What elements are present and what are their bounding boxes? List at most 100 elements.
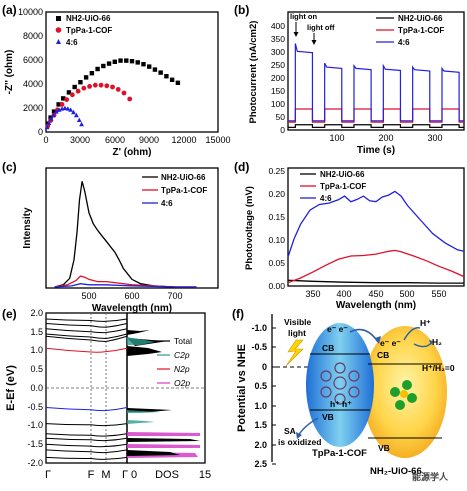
cluster-node	[395, 400, 405, 410]
nyquist-point	[95, 66, 100, 72]
nyquist-point	[115, 87, 121, 92]
panel-d-legend: NH2-UiO-66 TpPa-1-COF 4:6	[300, 170, 366, 203]
panel-e-yticks: 2.0 1.5 1.0 0.5 0.0 -0.5 -1.0 -1.5 -2.0	[27, 308, 43, 468]
legend-square-marker	[56, 16, 61, 21]
panel-b-label: (b)	[234, 3, 249, 17]
panel-f-ytick: 0.5	[254, 381, 267, 391]
photocurrent-line	[288, 108, 464, 123]
nyquist-point	[118, 58, 123, 63]
light-off-annotation: light off	[307, 23, 335, 32]
panel-b: (b) 0 50 100 150 200 250 300 350 400 100…	[234, 3, 465, 156]
kpoint-label: F	[88, 469, 95, 481]
nyquist-point	[79, 121, 84, 127]
holes-label: h⁺ h⁺	[330, 399, 352, 409]
nyquist-point	[53, 109, 59, 114]
nyquist-point	[56, 102, 61, 107]
panel-b-xtick: 200	[378, 133, 393, 143]
dos-xtick: 0	[131, 469, 137, 481]
h-couple-label: H⁺/H₂=0	[422, 363, 455, 373]
panel-d-legend-item: 4:6	[320, 194, 332, 203]
panel-c-ylabel: Intensity	[22, 207, 33, 249]
framework-ring	[333, 376, 347, 390]
panel-c-xlabel: Wavelength (nm)	[92, 303, 172, 314]
panel-e-ytick: 0.0	[30, 383, 43, 393]
nyquist-point	[75, 88, 81, 94]
panel-e-ytick: -0.5	[27, 402, 43, 412]
panel-a-frame	[45, 11, 219, 133]
panel-d-yticks: 0.00 0.05 0.10 0.15 0.20 0.25	[268, 166, 285, 291]
nyquist-point	[169, 77, 175, 82]
panel-d-ytick: 0.15	[268, 212, 285, 222]
panel-e-ytick: -1.5	[27, 439, 43, 449]
band-line	[45, 456, 128, 460]
panel-a-xlabel: Z' (ohm)	[112, 147, 151, 158]
electron-transfer-arrowhead	[375, 336, 381, 344]
panel-f-tickmarks	[272, 327, 276, 465]
panel-d-ytick: 0.10	[268, 235, 285, 245]
cof-cb-label: CB	[322, 343, 334, 353]
cluster-node	[402, 380, 412, 390]
band-line	[45, 449, 128, 454]
photovoltage-line	[287, 279, 464, 284]
panel-b-ylabel: Photocurrent (nA/cm2)	[248, 21, 259, 124]
panel-a-marks	[44, 58, 181, 130]
band-line	[45, 443, 128, 448]
dos-peak-o2p	[127, 444, 200, 448]
h2-arrowhead	[429, 340, 433, 345]
h2-label: H₂	[432, 337, 442, 347]
panel-d-ylabel: Photovoltage (mV)	[244, 186, 255, 270]
panel-e: (e) 2.0 1.5 1.0 0.5 0.0 -0.5 -1.0 -1.5 -…	[2, 307, 211, 481]
panel-a-xtick: 3000	[70, 135, 90, 145]
cluster-node	[390, 387, 400, 397]
panel-d-xtick: 500	[399, 289, 414, 299]
h-plus-label: H⁺	[420, 318, 431, 328]
uio-cb-label: CB	[377, 350, 389, 360]
band-line	[45, 423, 128, 427]
nyquist-point	[81, 85, 87, 91]
cof-electrons: e⁻ e⁻	[327, 324, 348, 334]
nyquist-point	[158, 70, 163, 75]
nyquist-point	[64, 97, 70, 102]
visible-light-label: Visible	[284, 317, 312, 327]
panel-b-ytick: 150	[271, 86, 285, 96]
panel-a-yticks: 0 2000 4000 6000 8000 10000	[18, 7, 43, 137]
nyquist-point	[59, 102, 65, 107]
uio-cluster-icon	[390, 380, 417, 410]
nyquist-point	[61, 96, 66, 101]
panel-f-ytick: 0	[262, 362, 267, 372]
panel-b-ytick: 200	[271, 73, 285, 83]
panel-f-ylabel: Potential vs NHE	[236, 344, 248, 432]
panel-b-legend: NH2-UiO-66 TpPa-1-COF 4:6	[376, 14, 444, 47]
photovoltage-line	[287, 249, 465, 284]
band-line	[45, 407, 128, 412]
dos-peak-total	[127, 346, 162, 356]
panel-d-marks	[287, 190, 465, 284]
band-line	[45, 437, 128, 442]
cof-vb-label: VB	[322, 412, 334, 422]
panel-c-frame	[45, 167, 219, 289]
panel-a-ytick: 10000	[18, 7, 43, 17]
panel-e-legend-item: O2p	[174, 378, 190, 388]
cluster-node	[407, 393, 417, 403]
panel-c-legend-item: 4:6	[161, 199, 173, 208]
panel-e-legend: Total C2p N2p O2p	[157, 336, 192, 388]
panel-c-legend-item: TpPa-1-COF	[161, 186, 207, 195]
panel-b-xtick: 100	[329, 133, 344, 143]
panel-a-ytick: 6000	[23, 55, 43, 65]
sa-label: SA	[284, 426, 296, 436]
dos-peak-total	[127, 450, 180, 456]
framework-ring	[320, 386, 332, 398]
sa-label: is oxidized	[278, 437, 321, 447]
panel-b-xlabel: Time (s)	[357, 145, 395, 156]
dos-xtick: 15	[199, 469, 211, 481]
panel-e-kpoints: Γ F M Γ	[45, 469, 128, 481]
panel-b-annotations: light on light off	[290, 12, 335, 45]
nyquist-point	[98, 82, 104, 88]
panel-f-ytick: 2.5	[254, 459, 267, 469]
panel-e-legend-item: C2p	[174, 350, 190, 360]
panel-f-ytick: -1.0	[251, 323, 267, 333]
dos-peak-total	[127, 330, 150, 335]
panel-a: (a) 0 2000 4000 6000 8000 10000 0 3000 6…	[2, 3, 231, 158]
panel-b-ytick: 300	[271, 47, 285, 57]
nyquist-point	[65, 106, 71, 111]
